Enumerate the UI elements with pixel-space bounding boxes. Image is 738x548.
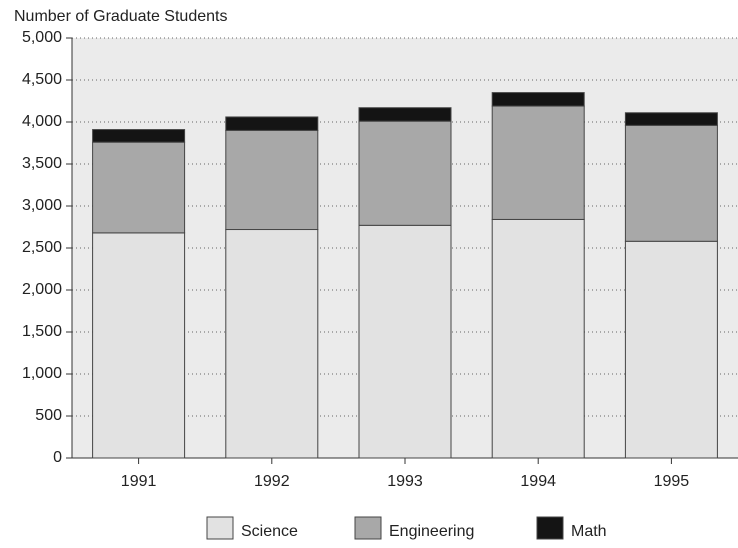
- y-tick-label: 3,000: [22, 197, 62, 214]
- y-tick-label: 5,000: [22, 29, 62, 46]
- y-tick-label: 500: [35, 407, 62, 424]
- legend-label: Math: [571, 523, 607, 540]
- y-tick-label: 2,000: [22, 281, 62, 298]
- bar-segment: [225, 129, 319, 231]
- bar-segment: [92, 129, 186, 143]
- bar-segment: [624, 112, 718, 126]
- x-tick-label: 1992: [254, 473, 290, 490]
- bar-segment: [225, 229, 319, 459]
- bar-segment: [225, 116, 319, 131]
- y-tick-label: 1,000: [22, 365, 62, 382]
- y-tick-label: 1,500: [22, 323, 62, 340]
- legend-label: Engineering: [389, 523, 474, 540]
- y-tick-label: 4,000: [22, 113, 62, 130]
- y-tick-label: 2,500: [22, 239, 62, 256]
- bar-segment: [624, 240, 718, 459]
- y-tick-label: 0: [53, 449, 62, 466]
- x-tick-label: 1995: [654, 473, 690, 490]
- x-tick-label: 1991: [121, 473, 157, 490]
- bar-segment: [624, 124, 718, 242]
- legend-label: Science: [241, 523, 298, 540]
- bar-segment: [92, 141, 186, 234]
- bar-segment: [491, 105, 585, 220]
- x-tick-label: 1994: [520, 473, 556, 490]
- legend-swatch: [354, 516, 382, 540]
- y-tick-label: 3,500: [22, 155, 62, 172]
- bar-segment: [358, 107, 452, 122]
- x-tick-label: 1993: [387, 473, 423, 490]
- bar-segment: [92, 232, 186, 459]
- y-tick-label: 4,500: [22, 71, 62, 88]
- bar-segment: [491, 218, 585, 459]
- bar-segment: [358, 120, 452, 226]
- legend-swatch: [536, 516, 564, 540]
- bar-segment: [491, 92, 585, 107]
- bar-segment: [358, 224, 452, 459]
- chart-title: Number of Graduate Students: [14, 8, 227, 25]
- legend-swatch: [206, 516, 234, 540]
